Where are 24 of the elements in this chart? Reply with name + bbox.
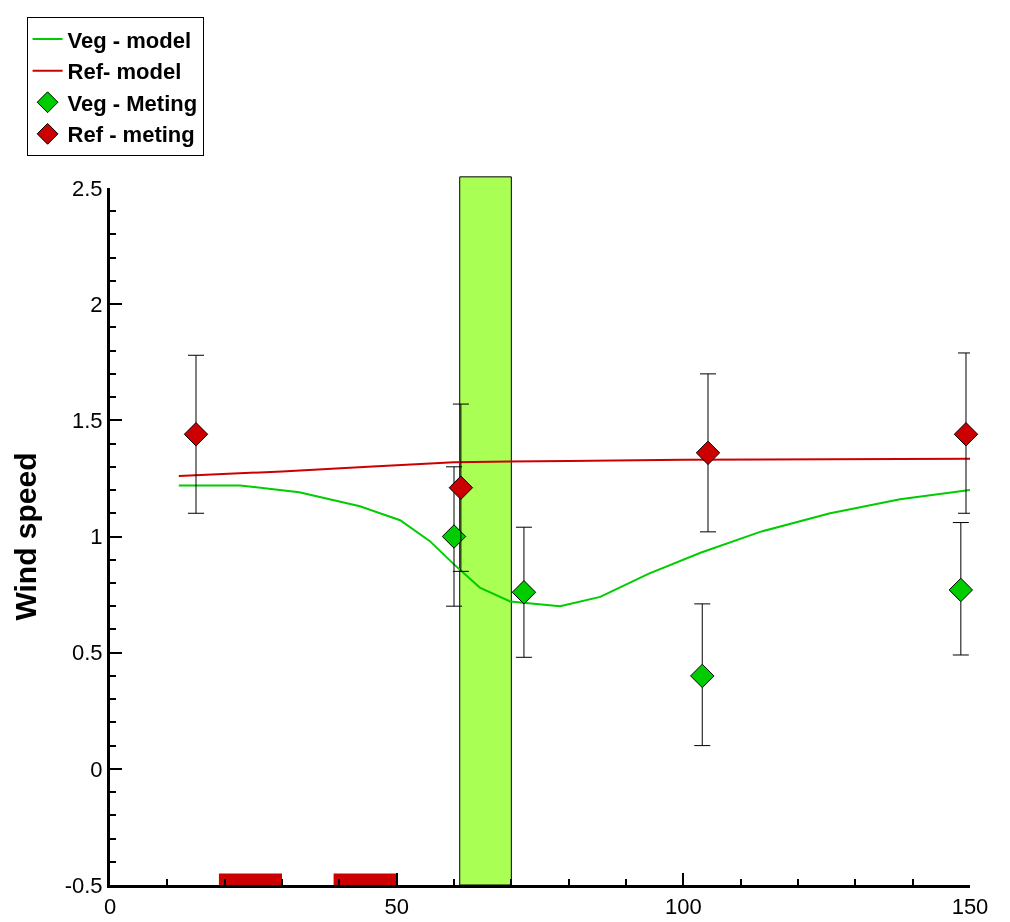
point — [953, 422, 979, 447]
line-series — [177, 484, 970, 608]
y-axis-title: Wind speed — [8, 452, 42, 621]
y-tick-label: 2 — [90, 291, 103, 317]
y-tick-label: -0.5 — [64, 872, 103, 898]
legend-label: Ref - meting — [67, 122, 195, 148]
point — [448, 475, 474, 500]
x-tick-label: 50 — [384, 894, 409, 920]
point — [441, 524, 467, 549]
point — [183, 422, 209, 447]
point — [511, 580, 537, 605]
point — [690, 663, 715, 689]
point — [948, 577, 974, 603]
legend-label: Veg - Meting — [67, 90, 198, 116]
legend-label: Veg - model — [67, 27, 192, 53]
legend-label: Ref- model — [67, 59, 182, 85]
point — [695, 440, 721, 466]
y-tick-label: 1.5 — [72, 408, 103, 434]
y-tick-label: 0 — [90, 756, 103, 782]
x-tick-label: 100 — [664, 894, 702, 920]
x-tick-label: 150 — [951, 894, 989, 920]
y-tick-label: 1 — [90, 524, 103, 550]
y-tick-label: 0.5 — [72, 640, 103, 666]
y-tick-label: 2.5 — [72, 175, 103, 201]
